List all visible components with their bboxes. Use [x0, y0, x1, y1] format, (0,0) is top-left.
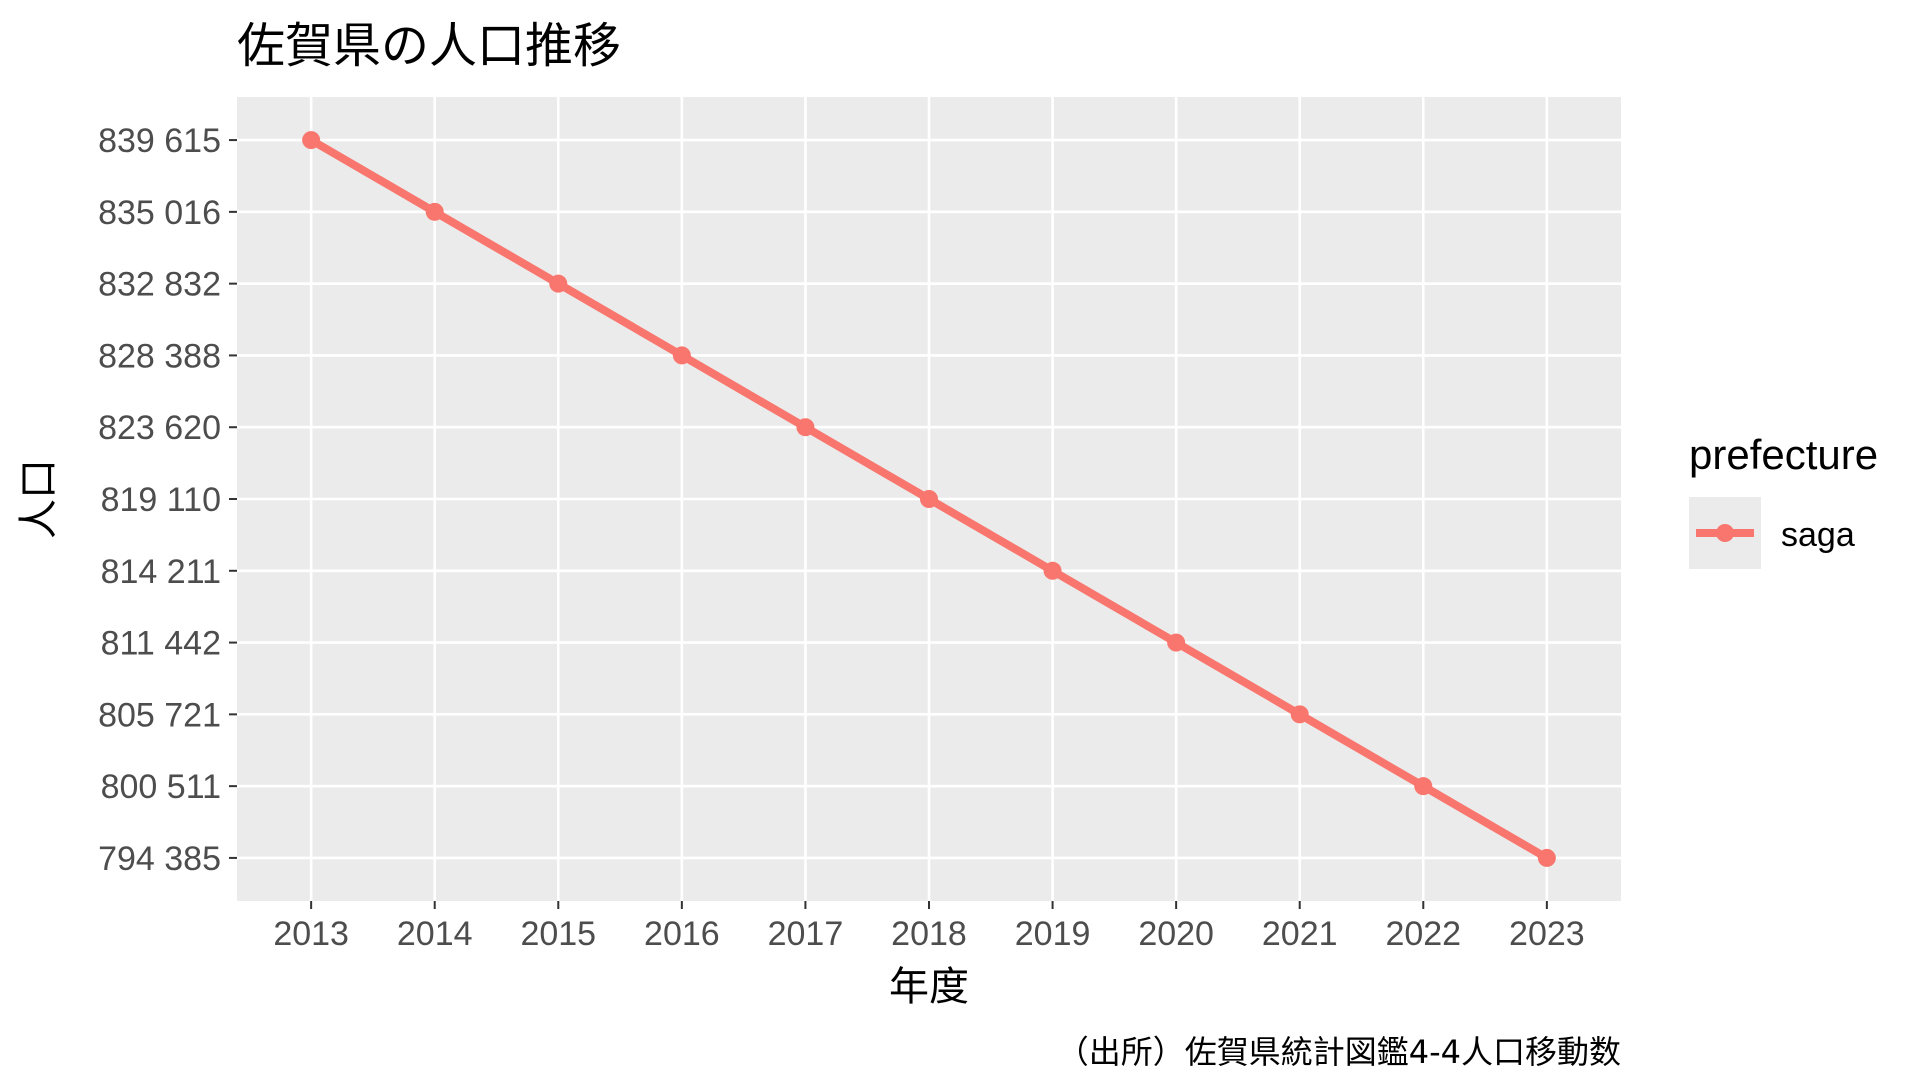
x-tick-label: 2015 [520, 915, 596, 953]
legend-label: saga [1781, 516, 1855, 554]
data-point [920, 490, 938, 508]
y-tick-label: 805 721 [98, 696, 221, 734]
data-point [796, 418, 815, 437]
y-tick-label: 800 511 [101, 768, 221, 806]
y-tick-label: 814 211 [101, 553, 221, 591]
y-axis: 839 615 835 016 832 832 828 388 823 620 819 1… [98, 122, 237, 878]
x-tick-label: 2022 [1385, 915, 1461, 953]
legend-title: prefecture [1689, 431, 1878, 478]
data-point [1290, 705, 1309, 724]
data-point [1043, 561, 1062, 580]
y-tick-label: 839 615 [98, 122, 221, 160]
y-tick-label: 832 832 [98, 266, 221, 304]
chart-caption: （出所）佐賀県統計図鑑4-4人口移動数 [1057, 1033, 1621, 1071]
y-tick-label: 811 442 [101, 625, 221, 663]
x-tick-label: 2013 [273, 915, 349, 953]
y-tick-label: 823 620 [98, 409, 221, 447]
x-tick-label: 2017 [768, 915, 844, 953]
x-tick-label: 2021 [1262, 915, 1338, 953]
x-tick-label: 2018 [891, 915, 967, 953]
y-tick-label: 794 385 [98, 840, 221, 878]
data-point [1414, 777, 1433, 796]
x-axis-title: 年度 [889, 964, 969, 1010]
data-point [302, 131, 321, 150]
data-point [1537, 848, 1556, 867]
data-point [425, 202, 444, 221]
y-tick-label: 828 388 [98, 337, 221, 375]
x-tick-label: 2014 [397, 915, 473, 953]
data-point [1167, 633, 1186, 652]
legend: prefecture saga [1689, 431, 1878, 569]
x-tick-label: 2023 [1509, 915, 1585, 953]
grid-lines [237, 97, 1621, 901]
data-point [549, 274, 568, 293]
x-tick-label: 2020 [1138, 915, 1214, 953]
x-tick-label: 2019 [1015, 915, 1091, 953]
legend-key-point [1716, 524, 1734, 542]
data-point [672, 346, 691, 365]
y-tick-label: 835 016 [98, 194, 221, 232]
series-layer [302, 131, 1556, 867]
chart-title: 佐賀県の人口推移 [237, 18, 621, 74]
y-tick-label: 819 110 [101, 481, 221, 519]
y-axis-title: 人口 [16, 459, 62, 539]
x-tick-label: 2016 [644, 915, 720, 953]
x-axis: 2013 2014 2015 2016 2017 2018 2019 2020 2021 2022… [273, 901, 1585, 953]
